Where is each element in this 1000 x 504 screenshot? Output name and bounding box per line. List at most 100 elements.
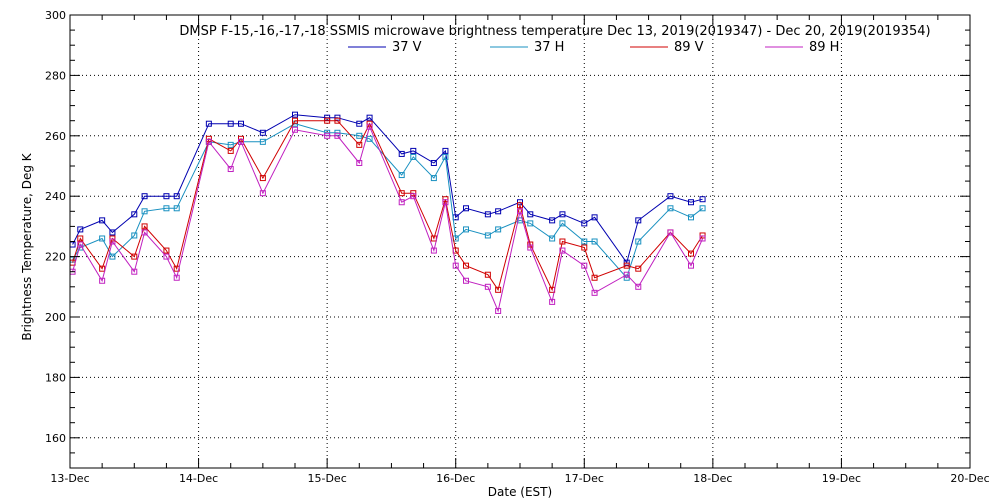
data-point bbox=[131, 232, 138, 239]
data-point bbox=[131, 211, 138, 218]
data-point bbox=[688, 250, 694, 257]
y-tick-label: 160 bbox=[45, 432, 66, 445]
y-tick-label: 200 bbox=[45, 311, 66, 324]
data-point bbox=[699, 235, 706, 242]
data-point bbox=[699, 196, 706, 203]
data-point bbox=[410, 193, 417, 200]
data-point bbox=[356, 132, 363, 139]
data-point bbox=[163, 193, 170, 200]
data-point bbox=[398, 199, 405, 206]
data-point bbox=[141, 229, 148, 236]
x-tick-label: 20-Dec bbox=[950, 472, 989, 485]
data-point bbox=[517, 202, 523, 209]
data-point bbox=[366, 114, 373, 121]
data-point bbox=[356, 159, 363, 166]
y-tick-label: 220 bbox=[45, 251, 66, 264]
data-point bbox=[410, 147, 417, 154]
data-point bbox=[410, 153, 417, 160]
data-point bbox=[141, 223, 148, 230]
data-point bbox=[131, 268, 138, 275]
data-point bbox=[238, 120, 244, 127]
data-point bbox=[484, 271, 491, 278]
data-point bbox=[131, 253, 138, 260]
data-point bbox=[77, 226, 84, 233]
data-point bbox=[581, 262, 588, 269]
legend-label: 37 V bbox=[392, 40, 422, 55]
data-point bbox=[688, 214, 694, 221]
x-tick-label: 17-Dec bbox=[565, 472, 604, 485]
data-point bbox=[581, 238, 588, 245]
data-point bbox=[141, 193, 148, 200]
data-point bbox=[398, 190, 405, 197]
x-tick-label: 13-Dec bbox=[50, 472, 89, 485]
data-point bbox=[173, 274, 180, 281]
data-point bbox=[635, 283, 642, 290]
tick-layer: 13-Dec 14-Dec 15-Dec 16-Dec 17-Dec 18-Dec 19-D… bbox=[45, 9, 990, 485]
data-point bbox=[635, 217, 642, 224]
data-point bbox=[495, 307, 502, 314]
y-tick-label: 260 bbox=[45, 130, 66, 143]
y-tick-label: 180 bbox=[45, 371, 66, 384]
series-layer bbox=[69, 111, 706, 314]
y-tick-label: 280 bbox=[45, 69, 66, 82]
data-point bbox=[463, 205, 469, 212]
x-tick-label: 19-Dec bbox=[822, 472, 861, 485]
data-point bbox=[527, 211, 534, 218]
data-point bbox=[259, 190, 266, 197]
data-point bbox=[442, 147, 449, 154]
data-point bbox=[109, 253, 116, 260]
series-89-h bbox=[69, 123, 706, 314]
x-tick-label: 15-Dec bbox=[308, 472, 347, 485]
data-point bbox=[495, 226, 502, 233]
data-point bbox=[259, 175, 266, 182]
y-axis-label: Brightness Temperature, Deg K bbox=[20, 152, 34, 340]
data-point bbox=[688, 262, 694, 269]
data-point bbox=[591, 274, 598, 281]
data-point bbox=[517, 208, 523, 215]
data-point bbox=[334, 114, 341, 121]
data-point bbox=[527, 220, 534, 227]
data-point bbox=[398, 172, 405, 179]
data-point bbox=[591, 214, 598, 221]
data-point bbox=[99, 235, 106, 242]
data-point bbox=[667, 205, 674, 212]
series-37-v bbox=[69, 111, 706, 266]
x-tick-label: 16-Dec bbox=[436, 472, 475, 485]
data-point bbox=[442, 199, 449, 206]
data-point bbox=[366, 135, 373, 142]
data-point bbox=[688, 199, 694, 206]
data-point bbox=[259, 129, 266, 136]
y-tick-label: 240 bbox=[45, 190, 66, 203]
data-point bbox=[163, 253, 170, 260]
data-point bbox=[366, 123, 373, 130]
data-point bbox=[463, 277, 469, 284]
data-point bbox=[238, 138, 244, 145]
data-point bbox=[495, 286, 502, 293]
data-point bbox=[442, 196, 449, 203]
data-point bbox=[559, 211, 566, 218]
data-point bbox=[635, 265, 642, 272]
data-point bbox=[484, 232, 491, 239]
data-point bbox=[591, 289, 598, 296]
data-point bbox=[356, 141, 363, 148]
series-line bbox=[72, 114, 703, 264]
data-point bbox=[356, 120, 363, 127]
data-point bbox=[581, 244, 588, 251]
data-point bbox=[699, 205, 706, 212]
x-tick-label: 18-Dec bbox=[693, 472, 732, 485]
data-point bbox=[205, 138, 212, 145]
data-point bbox=[227, 120, 234, 127]
data-point bbox=[452, 262, 459, 269]
data-point bbox=[292, 111, 298, 118]
data-point bbox=[398, 150, 405, 157]
data-point bbox=[623, 262, 630, 269]
data-point bbox=[699, 232, 706, 239]
data-point bbox=[430, 175, 437, 182]
data-point bbox=[623, 271, 630, 278]
data-point bbox=[549, 217, 556, 224]
data-point bbox=[667, 193, 674, 200]
data-point bbox=[227, 166, 234, 173]
